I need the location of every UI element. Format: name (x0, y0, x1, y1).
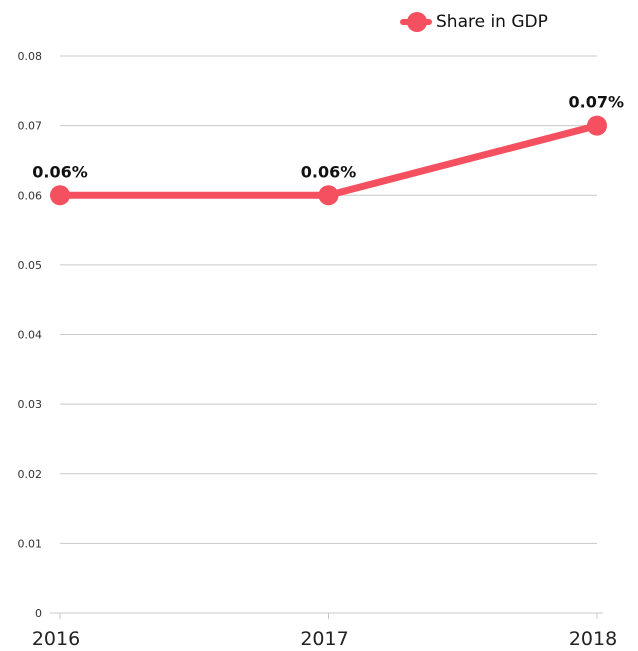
legend-swatch-marker (407, 12, 427, 32)
legend-label: Share in GDP (436, 12, 548, 32)
y-tick-label: 0.03 (18, 398, 43, 411)
data-labels: 0.06% 0.06% 0.07% (32, 93, 624, 182)
x-axis: 2016 2017 2018 (32, 612, 617, 650)
gridlines (60, 55, 597, 544)
y-tick-label: 0.06 (18, 189, 43, 202)
y-tick-label: 0.07 (18, 120, 43, 133)
data-point (50, 185, 70, 206)
y-axis: 0 0.01 0.02 0.03 0.04 0.05 0.06 0.07 0.08 (18, 50, 43, 620)
y-tick-label: 0 (35, 607, 42, 620)
data-point (318, 185, 339, 206)
legend: Share in GDP (400, 12, 548, 32)
x-tick-label: 2016 (32, 628, 80, 650)
data-label: 0.07% (568, 93, 624, 112)
y-tick-label: 0.08 (18, 50, 43, 63)
series-share-in-gdp (50, 115, 607, 206)
x-tick-label: 2018 (569, 628, 617, 650)
data-point (587, 115, 607, 136)
data-label: 0.06% (301, 162, 357, 181)
y-tick-label: 0.04 (18, 329, 43, 342)
y-tick-label: 0.01 (18, 537, 43, 550)
y-tick-label: 0.02 (18, 468, 43, 481)
series-line (56, 122, 601, 199)
legend-swatch (400, 12, 432, 32)
y-tick-label: 0.05 (18, 259, 43, 272)
x-tick-label: 2017 (300, 628, 348, 650)
data-label: 0.06% (32, 162, 88, 181)
